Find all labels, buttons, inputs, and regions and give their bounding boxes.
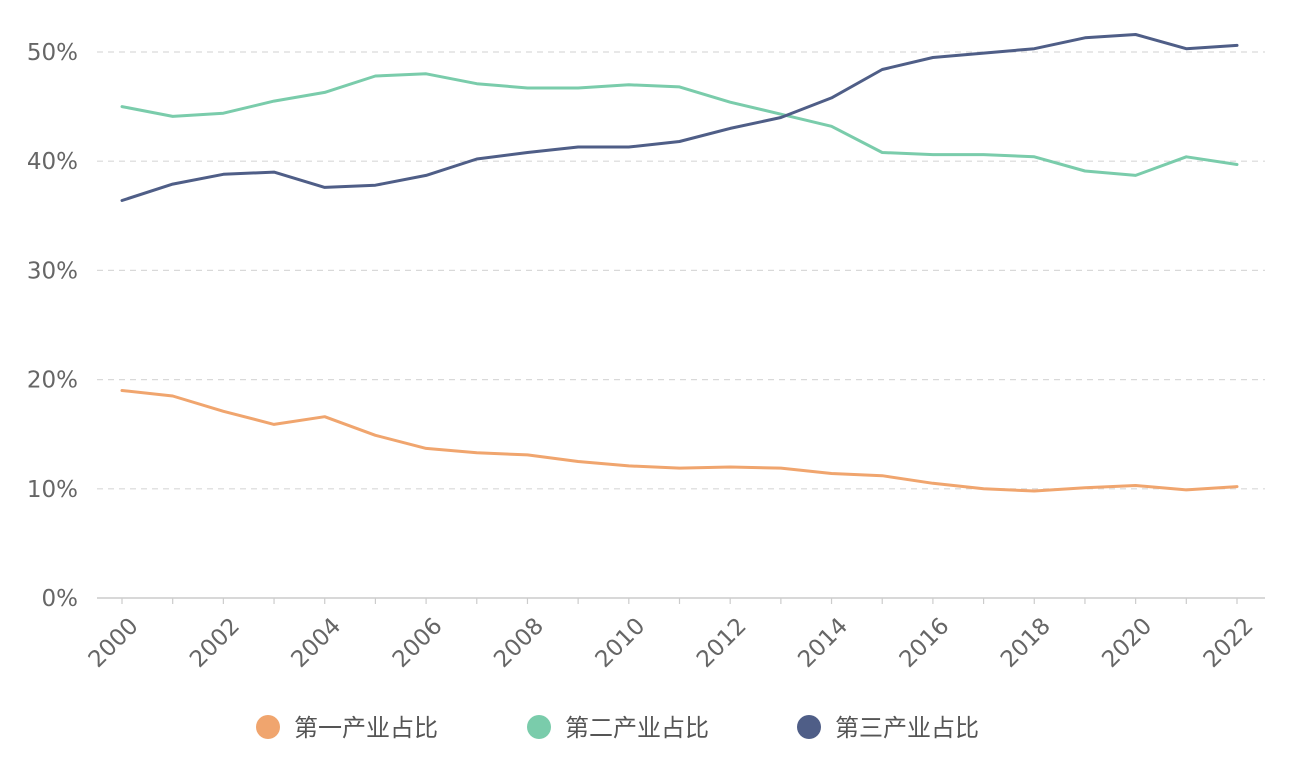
x-tick-label: 2016: [895, 613, 955, 673]
legend-item-1[interactable]: 第一产业占比: [256, 714, 438, 742]
x-tick-label: 2008: [489, 613, 549, 673]
legend-marker: [797, 715, 821, 739]
y-tick-label: 10%: [27, 477, 78, 503]
legend-marker: [527, 715, 551, 739]
legend-label: 第一产业占比: [294, 714, 438, 742]
y-tick-label: 20%: [27, 368, 78, 394]
legend-item-2[interactable]: 第二产业占比: [527, 714, 709, 742]
legend: 第一产业占比 第二产业占比 第三产业占比: [256, 714, 979, 742]
y-tick-label: 30%: [27, 258, 78, 284]
x-tick-label: 2006: [388, 613, 448, 673]
x-tick-label: 2002: [185, 613, 245, 673]
series-line-1[interactable]: [120, 389, 1239, 493]
y-tick-label: 40%: [27, 149, 78, 175]
x-tick-label: 2000: [84, 613, 144, 673]
x-tick-label: 2012: [692, 613, 752, 673]
y-axis-labels: 0% 10% 20% 30% 40% 50%: [27, 40, 78, 612]
legend-label: 第二产业占比: [565, 714, 709, 742]
series-line-2[interactable]: [120, 72, 1239, 177]
series-layer: [120, 33, 1239, 493]
legend-marker: [256, 715, 280, 739]
x-axis: [97, 597, 1265, 604]
x-tick-label: 2004: [286, 613, 346, 673]
x-tick-label: 2010: [591, 613, 651, 673]
legend-item-3[interactable]: 第三产业占比: [797, 714, 979, 742]
x-axis-labels: 2000 2002 2004 2006 2008 2010 2012 2014 2016 2018…: [84, 613, 1259, 673]
y-tick-label: 50%: [27, 40, 78, 66]
x-tick-label: 2022: [1199, 613, 1259, 673]
series-line-3[interactable]: [120, 33, 1239, 202]
legend-label: 第三产业占比: [835, 714, 979, 742]
x-tick-label: 2020: [1097, 613, 1157, 673]
x-tick-label: 2018: [996, 613, 1056, 673]
y-tick-label: 0%: [42, 586, 79, 612]
x-tick-label: 2014: [793, 613, 853, 673]
